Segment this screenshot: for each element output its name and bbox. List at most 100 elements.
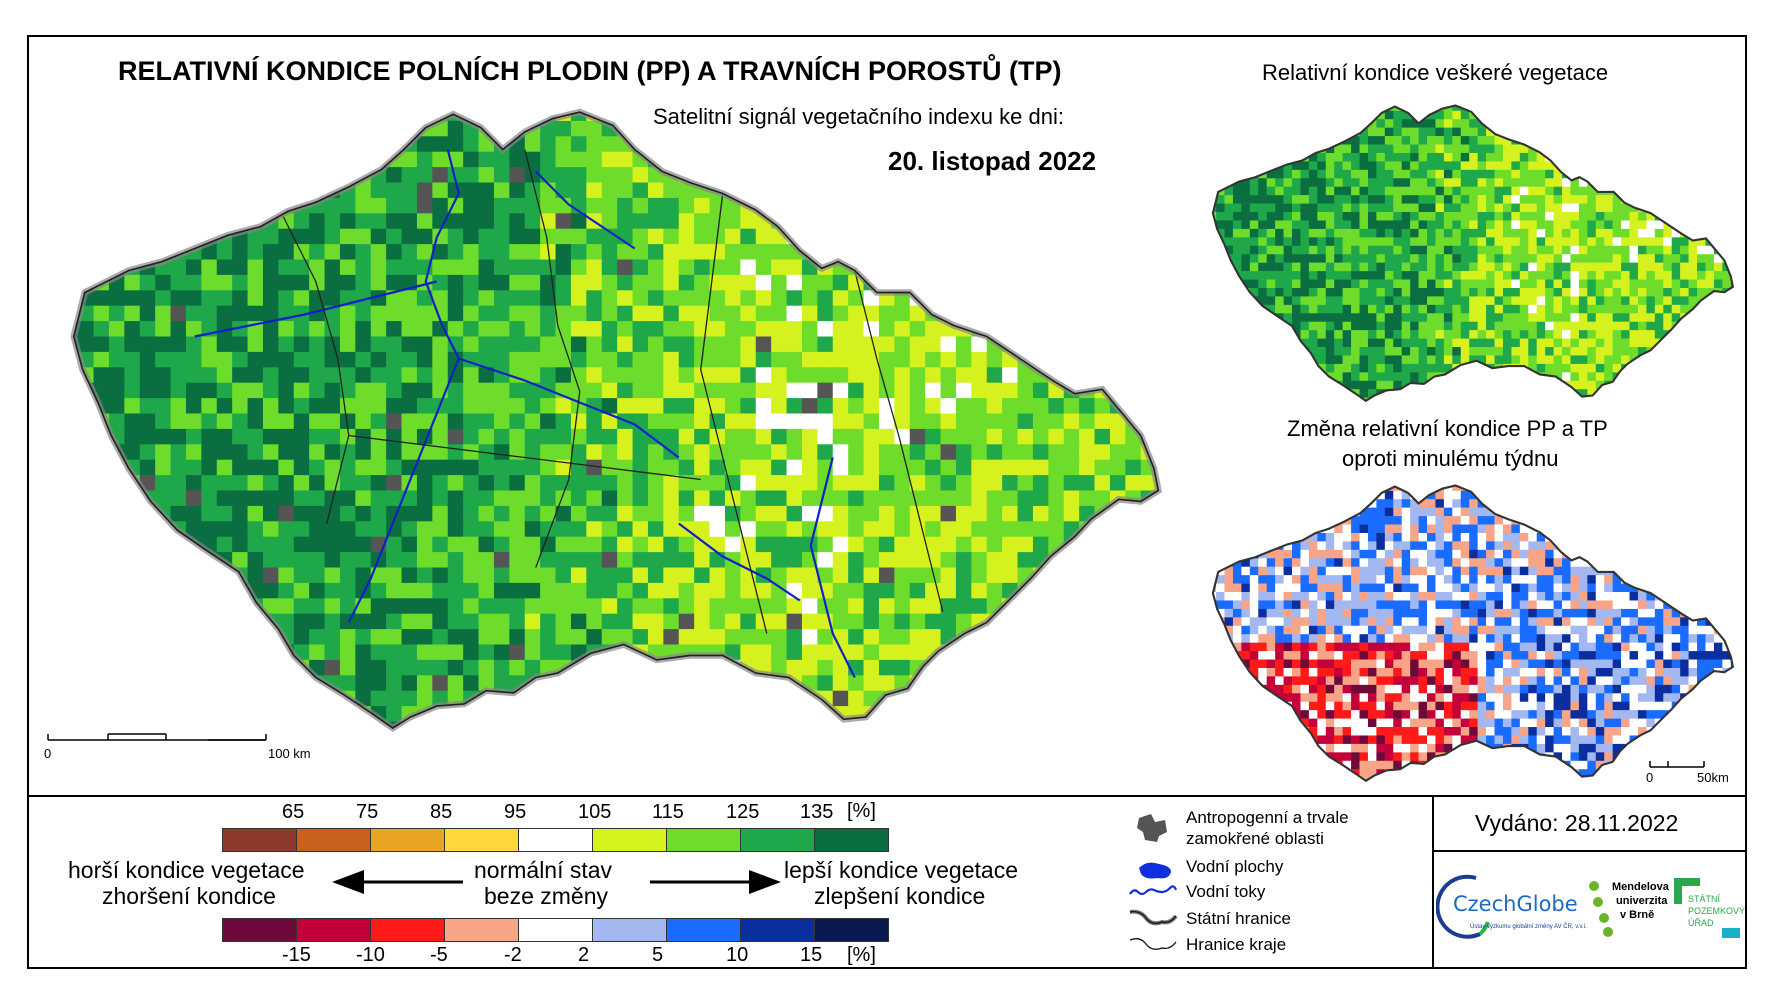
map-cell — [1017, 706, 1034, 723]
map-cell — [262, 490, 279, 507]
map-cell — [1292, 169, 1301, 179]
region-border-line — [700, 193, 768, 634]
map-cell — [416, 136, 433, 153]
map-cell — [1140, 112, 1157, 122]
map-cell — [185, 413, 202, 430]
map-cell — [1486, 152, 1495, 162]
map-cell — [1079, 259, 1096, 276]
map-cell — [955, 567, 972, 584]
map-cell — [1410, 186, 1419, 196]
map-cell — [1722, 228, 1732, 238]
map-cell — [1730, 105, 1733, 112]
map-cell — [771, 367, 788, 384]
map-cell — [1212, 321, 1217, 331]
map-cell — [1663, 271, 1672, 280]
map-cell — [524, 321, 541, 338]
map-cell — [1367, 161, 1377, 171]
map-cell — [940, 244, 957, 261]
map-cell — [1367, 313, 1377, 322]
map-cell — [1384, 245, 1394, 255]
map-cell — [1722, 152, 1732, 162]
map-cell — [940, 582, 957, 599]
map-cell — [216, 321, 233, 338]
map-cell — [324, 197, 341, 214]
map-cell — [1266, 203, 1276, 213]
map-cell — [724, 629, 741, 646]
map-cell — [1275, 330, 1284, 339]
map-cell — [724, 398, 741, 415]
map-cell — [1443, 144, 1453, 154]
map-cell — [940, 398, 957, 415]
map-cell — [293, 213, 310, 230]
map-cell — [863, 382, 880, 399]
map-cell — [401, 536, 418, 553]
map-cell — [1094, 151, 1111, 168]
map-cell — [555, 136, 572, 153]
map-cell — [1125, 259, 1142, 276]
map-cell — [724, 112, 741, 122]
map-cell — [955, 598, 972, 615]
map-cell — [771, 706, 788, 723]
map-cell — [1125, 398, 1142, 415]
map-cell — [355, 659, 372, 676]
map-cell — [1528, 330, 1537, 339]
map-cell — [509, 598, 526, 615]
map-cell — [1637, 228, 1647, 238]
map-cell — [940, 459, 957, 476]
inset-vegetation-map — [1211, 104, 1735, 403]
map-cell — [647, 675, 664, 692]
map-cell — [447, 382, 464, 399]
map-cell — [878, 321, 895, 338]
map-cell — [1216, 262, 1225, 272]
map-cell — [940, 182, 957, 199]
map-cell — [771, 490, 788, 507]
map-cell — [1212, 245, 1217, 255]
map-cell — [355, 613, 372, 630]
map-cell — [1249, 119, 1259, 128]
map-cell — [1713, 254, 1723, 263]
map-cell — [1460, 127, 1470, 137]
map-cell — [601, 490, 618, 507]
map-cell — [1663, 169, 1672, 179]
map-cell — [370, 398, 387, 415]
map-cell — [848, 721, 865, 729]
map-cell — [740, 598, 757, 615]
map-cell — [1578, 304, 1588, 314]
map-cell — [940, 567, 957, 584]
map-cell — [909, 259, 926, 276]
map-cell — [293, 274, 310, 291]
map-cell — [1536, 161, 1546, 171]
map-cell — [232, 151, 249, 168]
map-cell — [678, 536, 695, 553]
map-cell — [309, 644, 326, 661]
map-cell — [755, 505, 772, 522]
map-cell — [709, 567, 726, 584]
map-cell — [1241, 321, 1251, 331]
map-cell — [740, 151, 757, 168]
map-cell — [1367, 136, 1377, 145]
map-cell — [1308, 212, 1318, 221]
map-cell — [216, 536, 233, 553]
map-cell — [185, 552, 202, 569]
map-cell — [355, 675, 372, 692]
map-cell — [1443, 119, 1453, 128]
map-cell — [1275, 169, 1284, 179]
map-cell — [73, 244, 79, 261]
map-date: 20. listopad 2022 — [888, 146, 1097, 176]
map-cell — [232, 182, 249, 199]
map-cell — [971, 182, 988, 199]
map-cell — [1384, 144, 1394, 154]
map-cell — [540, 567, 557, 584]
map-cell — [339, 367, 356, 384]
map-cell — [878, 167, 895, 184]
map-cell — [309, 690, 326, 707]
map-cell — [386, 290, 403, 307]
map-cell — [601, 167, 618, 184]
map-cell — [1094, 552, 1111, 569]
map-cell — [1536, 347, 1546, 356]
map-cell — [432, 321, 449, 338]
map-cell — [1125, 367, 1142, 384]
map-cell — [986, 444, 1003, 461]
map-cell — [432, 598, 449, 615]
map-cell — [247, 613, 264, 630]
